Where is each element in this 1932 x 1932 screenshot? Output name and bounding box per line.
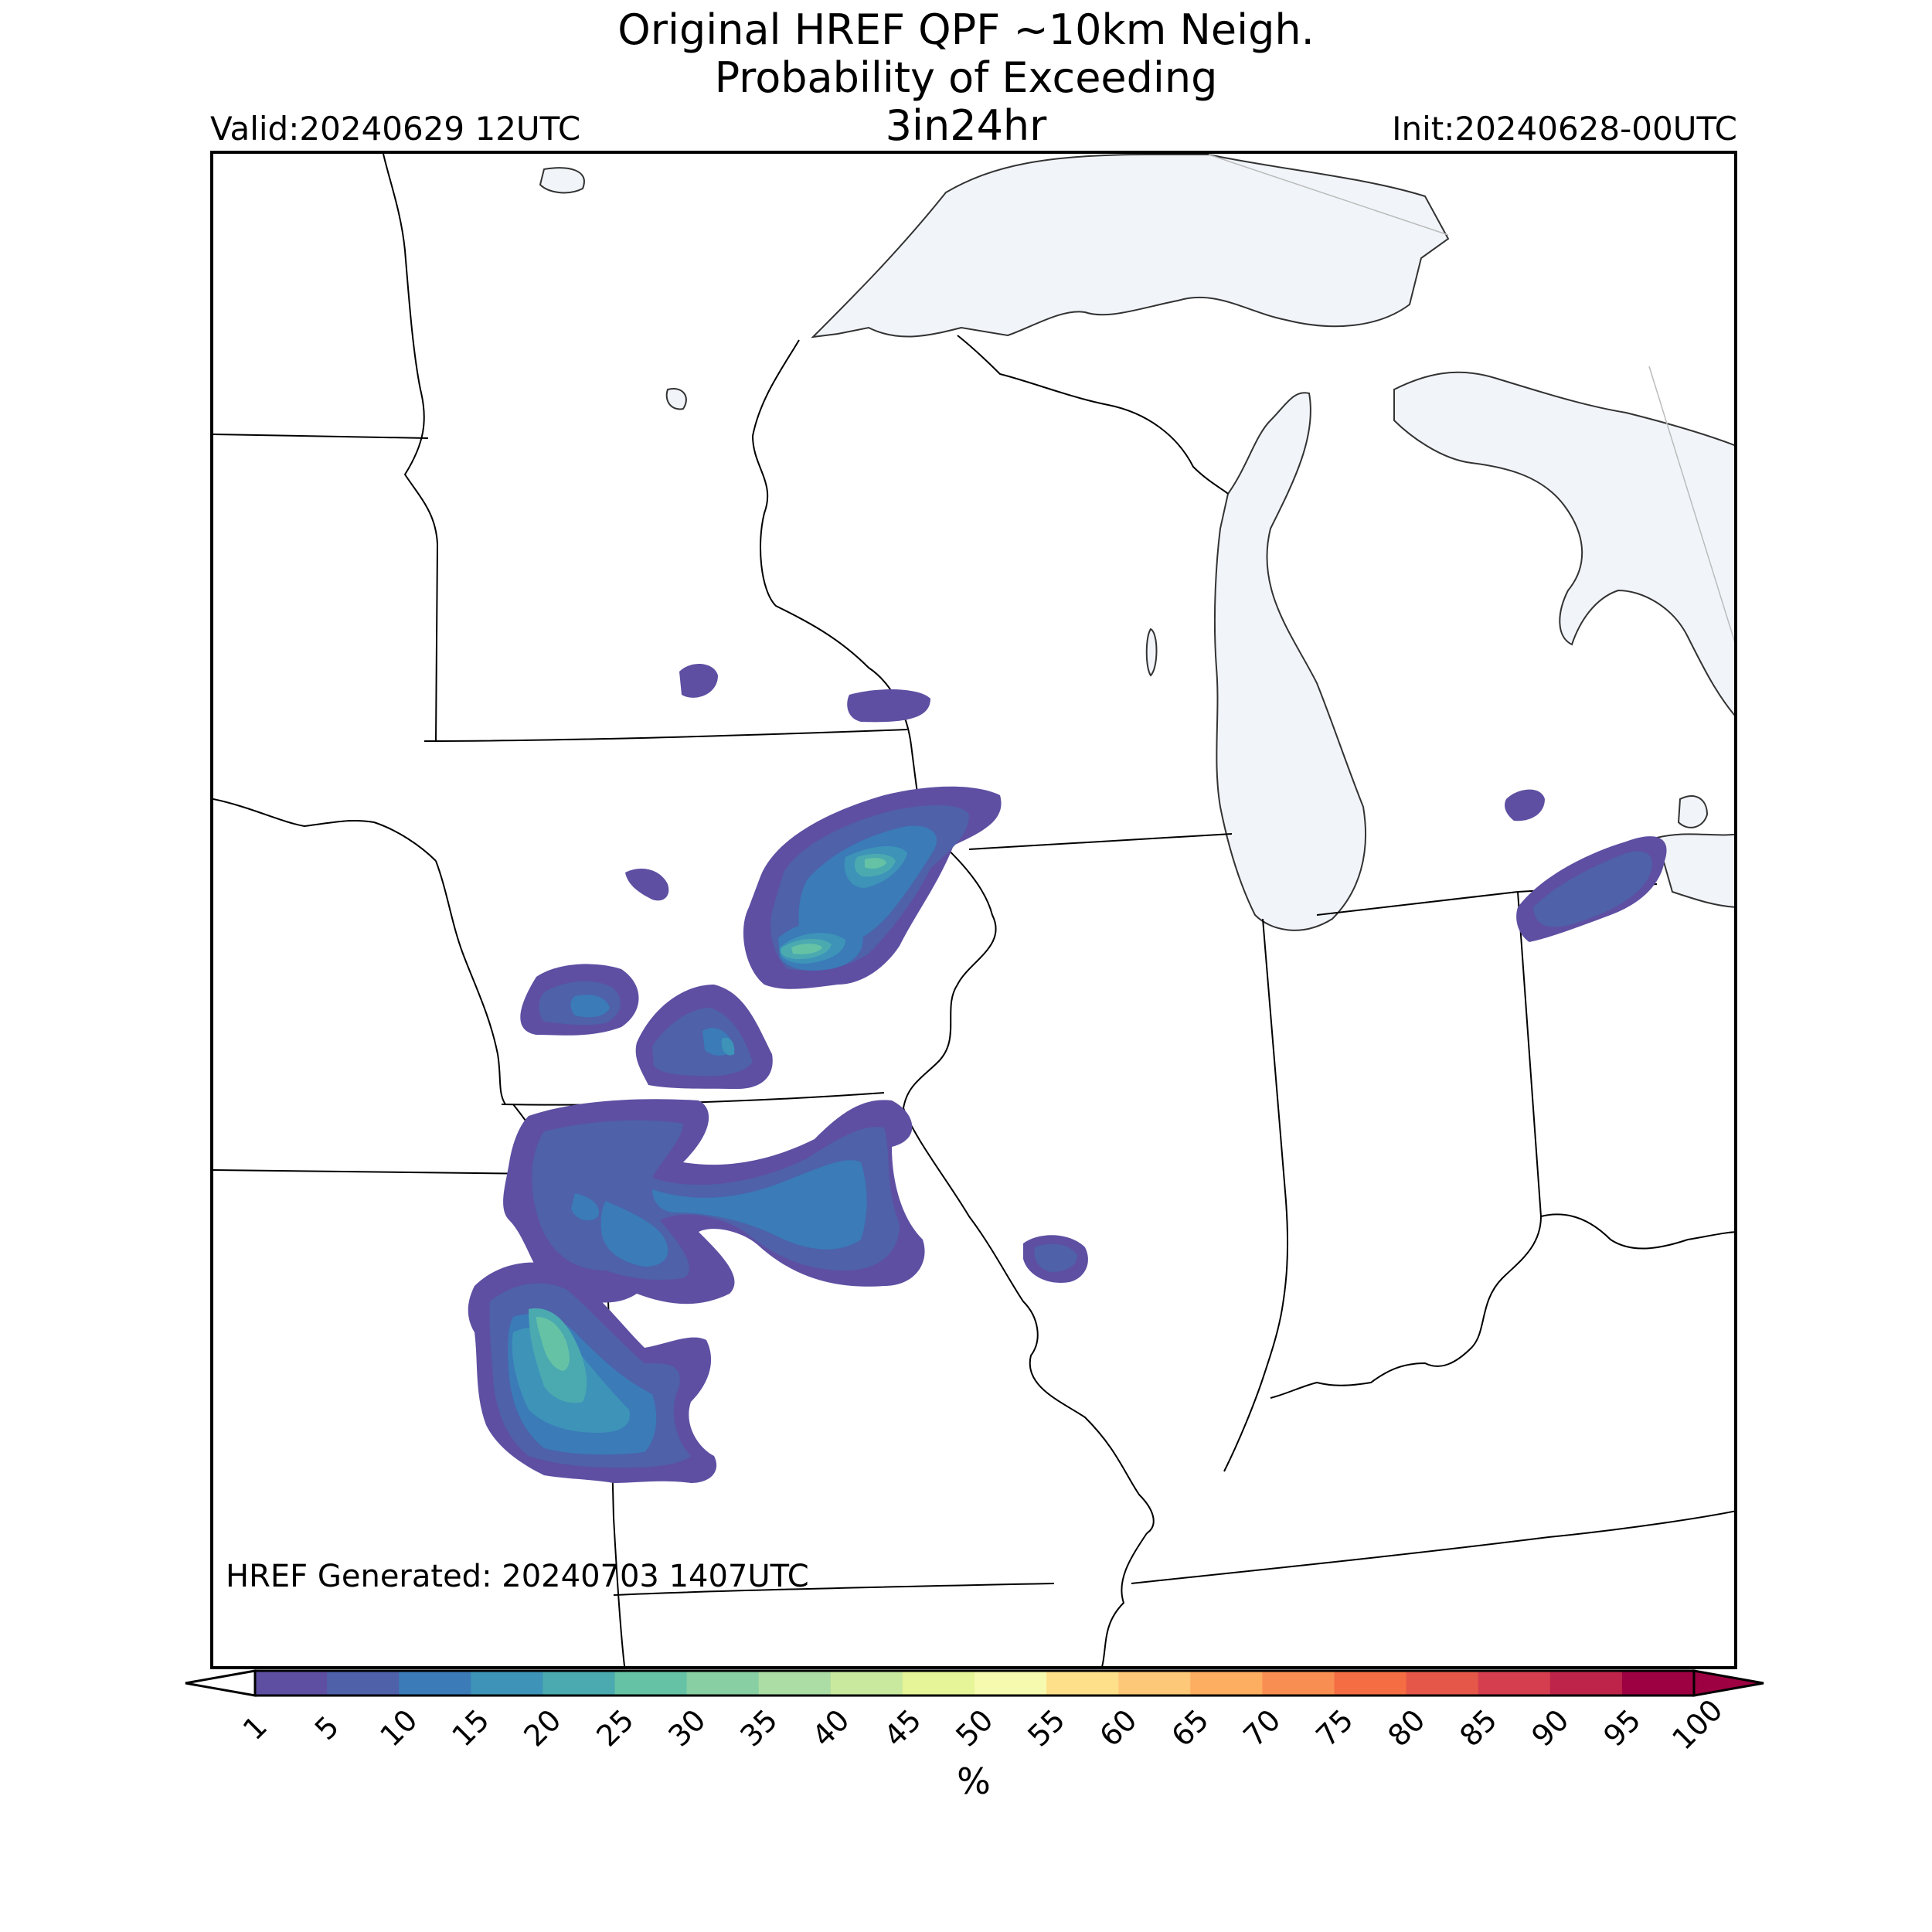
border-ohio-river	[1540, 1213, 1734, 1250]
colorbar-cell	[686, 1671, 760, 1696]
border-ne-ks	[213, 1169, 545, 1175]
colorbar-cell	[327, 1671, 400, 1696]
colorbar-cell	[1621, 1671, 1695, 1696]
border-iowa-east	[903, 829, 997, 1109]
colorbar-cell	[758, 1671, 832, 1696]
state-borders	[213, 154, 1734, 1666]
colorbar-tick-label: 95	[1597, 1702, 1648, 1753]
colorbar-cell	[1478, 1671, 1551, 1696]
probability-fields	[468, 663, 1667, 1483]
lake-michigan	[1213, 392, 1366, 931]
colorbar	[185, 1669, 1764, 1697]
colorbar-tick-label: 10	[373, 1702, 424, 1753]
generated-timestamp: HREF Generated: 20240703 1407UTC	[226, 1559, 809, 1594]
colorbar-tick-label: 25	[589, 1702, 641, 1753]
colorbar-cell	[255, 1671, 328, 1696]
map-canvas	[213, 154, 1734, 1666]
colorbar-tick-label: 35	[733, 1702, 784, 1753]
small-lake-2	[1145, 628, 1158, 677]
colorbar-over-arrow	[1692, 1669, 1764, 1697]
colorbar-tick-label: 60	[1093, 1702, 1144, 1753]
border-mi-up	[957, 335, 1229, 495]
border-il-in	[1223, 918, 1289, 1472]
colorbar-cell	[614, 1671, 688, 1696]
border-nd-sd	[213, 434, 429, 439]
colorbar-unit-label: %	[957, 1760, 991, 1802]
colorbar-tick-label: 100	[1665, 1692, 1730, 1757]
colorbar-cell	[975, 1671, 1047, 1696]
colorbar-tick-label: 30	[661, 1702, 713, 1753]
colorbar-cell	[471, 1671, 543, 1696]
colorbar-tick-label: 5	[308, 1709, 346, 1747]
border-in-oh	[1517, 891, 1542, 1217]
valid-time-label: Valid:20240629 12UTC	[210, 110, 581, 148]
map-title-line2: Probability of Exceeding	[714, 53, 1218, 102]
colorbar-tick-label: 45	[877, 1702, 928, 1753]
field-25-30pct	[536, 858, 886, 1371]
colorbar-cells	[255, 1671, 1695, 1696]
colorbar-tick-label: 90	[1525, 1702, 1576, 1753]
lake-st-clair	[1677, 795, 1709, 828]
colorbar-cell	[1262, 1671, 1335, 1696]
colorbar-tick-label: 20	[517, 1702, 569, 1753]
colorbar-tick-label: 65	[1165, 1702, 1216, 1753]
border-ky-in	[1270, 1216, 1542, 1399]
colorbar-cell	[830, 1671, 903, 1696]
colorbar-cell	[543, 1671, 615, 1696]
colorbar-tick-label: 70	[1236, 1702, 1288, 1753]
field-5-10pct	[489, 805, 1652, 1468]
colorbar-tick-label: 15	[445, 1702, 496, 1753]
lake-huron	[1393, 371, 1734, 716]
colorbar-under-arrow	[185, 1669, 257, 1697]
border-mn-west	[383, 154, 439, 742]
border-wi-il	[968, 833, 1233, 850]
colorbar-tick-label: 1	[236, 1709, 274, 1747]
colorbar-cell	[902, 1671, 975, 1696]
colorbar-tick-label: 75	[1308, 1702, 1360, 1753]
lake-superior	[811, 154, 1450, 338]
border-ky-tn	[1131, 1510, 1734, 1584]
map-title-line3: 3in24hr	[885, 101, 1047, 150]
colorbar-frame	[253, 1669, 1696, 1697]
colorbar-cell	[399, 1671, 471, 1696]
colorbar-cell	[1118, 1671, 1191, 1696]
colorbar-tick-label: 80	[1380, 1702, 1432, 1753]
map-panel	[210, 151, 1737, 1669]
colorbar-cell	[1046, 1671, 1119, 1696]
colorbar-tick-label: 55	[1021, 1702, 1072, 1753]
lake-interior-lines	[1208, 154, 1734, 642]
border-mn-iowa	[423, 729, 908, 742]
border-mn-wi	[751, 339, 923, 831]
map-title-line1: Original HREF QPF ~10km Neigh.	[617, 5, 1315, 54]
field-1-5pct	[468, 663, 1667, 1483]
colorbar-cell	[1190, 1671, 1263, 1696]
great-lakes	[539, 154, 1734, 931]
border-il-west	[903, 1107, 1155, 1534]
border-iowa-west	[435, 860, 506, 1105]
colorbar-cell	[1334, 1671, 1407, 1696]
colorbar-cell	[1549, 1671, 1623, 1696]
colorbar-tick-label: 85	[1453, 1702, 1504, 1753]
border-mo-ar	[613, 1583, 1055, 1596]
lake-erie	[1655, 833, 1734, 908]
init-time-label: Init:20240628-00UTC	[1392, 110, 1737, 148]
colorbar-tick-label: 40	[805, 1702, 856, 1753]
small-lake-1	[665, 388, 687, 410]
colorbar-tick-label: 50	[949, 1702, 1000, 1753]
border-sd-ne	[213, 798, 437, 862]
border-mo-east	[1101, 1532, 1148, 1666]
colorbar-cell	[1406, 1671, 1479, 1696]
lake-of-woods	[539, 167, 585, 194]
border-in-mi	[1316, 891, 1519, 916]
